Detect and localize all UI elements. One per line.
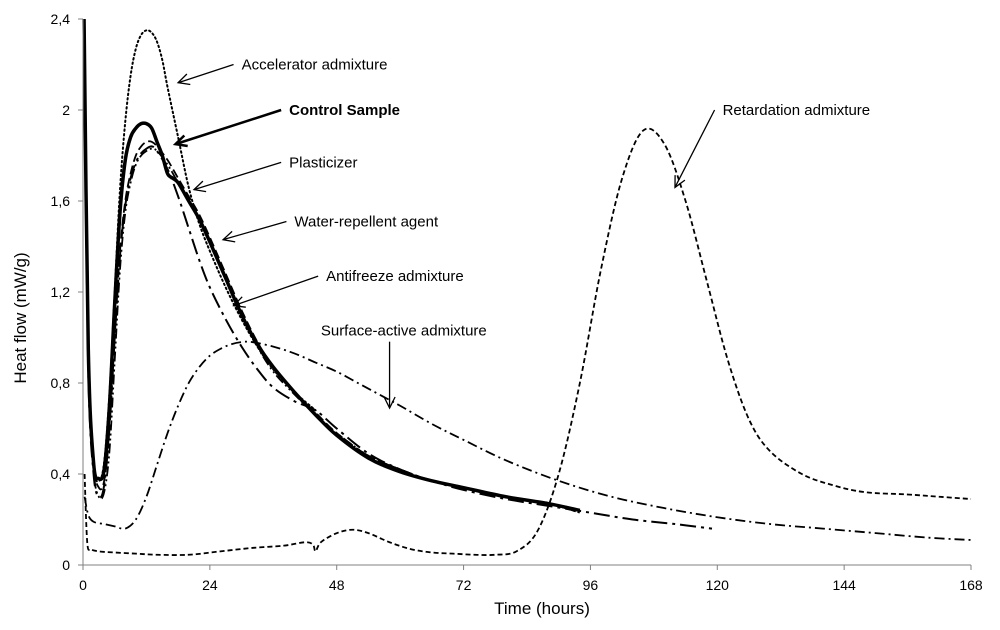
series-line-plasticizer	[83, 41, 581, 514]
annotation-arrowhead-accelerator-admixture	[176, 73, 191, 86]
annotation-arrow-accelerator-admixture	[177, 63, 234, 84]
series-line-surface-active-admixture	[83, 340, 972, 541]
y-tick-label: 0,8	[51, 375, 71, 391]
y-axis-title: Heat flow (mW/g)	[11, 252, 30, 383]
x-tick-label: 0	[79, 577, 87, 593]
annotation-arrow-control-sample	[175, 108, 282, 146]
y-tick-label: 0,4	[51, 466, 71, 482]
annotation-arrowhead-water-repellent-agent	[221, 230, 236, 243]
annotation-label-plasticizer: Plasticizer	[289, 154, 357, 171]
annotations: Accelerator admixture Control Sample Plast…	[172, 57, 871, 410]
x-tick-label: 168	[959, 577, 983, 593]
axes	[78, 18, 972, 570]
annotation-arrowhead-antifreeze-admixture	[232, 296, 246, 308]
annotation-arrowhead-plasticizer	[192, 180, 207, 193]
x-tick-label: 48	[329, 577, 345, 593]
annotation-arrowhead-surface-active-admixture	[383, 396, 396, 410]
y-tick-label: 1,2	[51, 284, 71, 300]
annotation-label-accelerator-admixture: Accelerator admixture	[242, 57, 388, 74]
x-tick-label: 24	[202, 577, 218, 593]
annotation-label-water-repellent-agent: Water-repellent agent	[294, 213, 439, 230]
annotation-arrowhead-retardation-admixture	[674, 175, 686, 189]
y-tick-label: 2,4	[51, 11, 71, 27]
x-tick-label: 96	[583, 577, 599, 593]
y-tick-label: 2	[62, 102, 70, 118]
annotation-label-antifreeze-admixture: Antifreeze admixture	[326, 268, 464, 285]
annotation-label-control-sample: Control Sample	[289, 102, 400, 119]
y-tick-label: 0	[62, 557, 70, 573]
annotation-label-retardation-admixture: Retardation admixture	[723, 102, 871, 119]
annotation-arrow-antifreeze-admixture	[233, 275, 319, 307]
series-line-retardation-admixture	[83, 127, 972, 556]
tick-labels: 0 24 48 72 96 120 144 168 0 0,4 0,8 1,2 1,6 2 2,4	[51, 11, 983, 593]
x-tick-label: 120	[706, 577, 730, 593]
annotation-arrowhead-control-sample	[172, 134, 188, 148]
x-axis-title: Time (hours)	[494, 599, 590, 618]
series-line-control-sample	[82, 18, 581, 513]
annotation-label-surface-active-admixture: Surface-active admixture	[321, 323, 487, 340]
annotation-arrow-retardation-admixture	[674, 109, 716, 188]
annotation-arrow-water-repellent-agent	[222, 220, 287, 241]
series-line-antifreeze-admixture	[83, 64, 713, 530]
x-tick-label: 72	[456, 577, 472, 593]
series-line-water-repellent-agent	[83, 41, 581, 514]
annotation-arrow-plasticizer	[193, 161, 282, 191]
plot-lines	[82, 18, 972, 556]
y-tick-label: 1,6	[51, 193, 71, 209]
x-tick-label: 144	[832, 577, 856, 593]
